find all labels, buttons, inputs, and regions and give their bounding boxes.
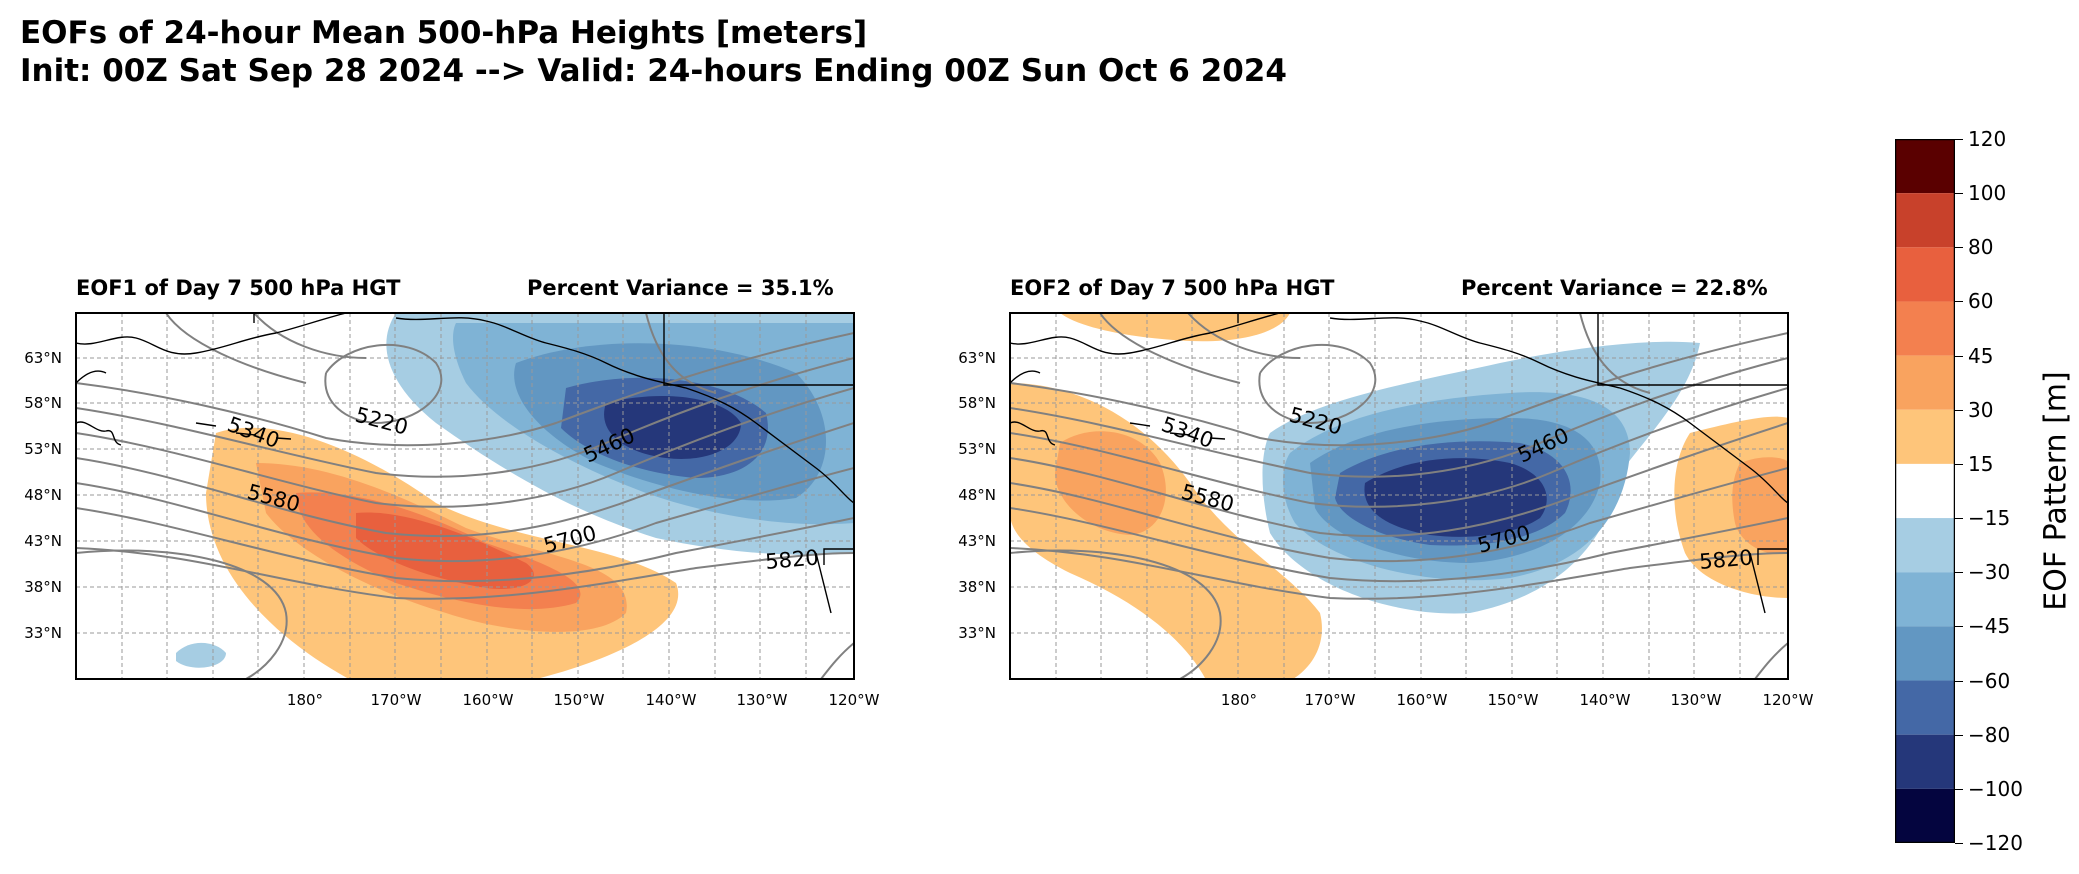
colorbar-segment bbox=[1895, 680, 1955, 735]
lat-tick-53: 53°N bbox=[958, 440, 996, 458]
colorbar-tick-label: −100 bbox=[1968, 776, 2023, 801]
warm-shade-2 bbox=[1055, 431, 1166, 535]
colorbar-tick-mark bbox=[1955, 301, 1963, 303]
panel2-left-title: EOF2 of Day 7 500 hPa HGT bbox=[1010, 276, 1335, 300]
figure-title-line2: Init: 00Z Sat Sep 28 2024 --> Valid: 24-… bbox=[20, 53, 1287, 89]
coastlines bbox=[76, 313, 854, 614]
colorbar-tick-mark bbox=[1955, 247, 1963, 249]
lat-tick-48: 48°N bbox=[24, 486, 62, 504]
warm-shade-2b bbox=[1732, 457, 1788, 554]
lon-tick-140w: 140°W bbox=[646, 691, 697, 709]
lon-tick-160w: 160°W bbox=[1397, 691, 1448, 709]
lat-tick-63: 63°N bbox=[958, 349, 996, 367]
colorbar-tick-label: −45 bbox=[1968, 614, 2011, 639]
colorbar-tick-label: 30 bbox=[1968, 397, 1994, 422]
colorbar-segment bbox=[1895, 301, 1955, 356]
lon-tick-180: 180° bbox=[287, 691, 323, 709]
colorbar-tick-mark bbox=[1955, 572, 1963, 574]
colorbar-segment bbox=[1895, 139, 1955, 194]
figure-title: EOFs of 24-hour Mean 500-hPa Heights [me… bbox=[20, 14, 1287, 90]
colorbar-segment bbox=[1895, 463, 1955, 519]
gridlines bbox=[1010, 313, 1788, 679]
colorbar-segment bbox=[1895, 572, 1955, 627]
colorbar-tick-mark bbox=[1955, 626, 1963, 628]
contour-label-5820: 5820 bbox=[764, 545, 819, 574]
colorbar-label: EOF Pattern [m] bbox=[2038, 371, 2074, 611]
warm-shade-1 bbox=[1060, 313, 1290, 342]
coastlines bbox=[1010, 313, 1788, 614]
height-contours bbox=[76, 313, 854, 679]
lon-tick-150w: 150°W bbox=[554, 691, 605, 709]
colorbar-tick-mark bbox=[1955, 788, 1963, 790]
map-frame bbox=[75, 312, 855, 680]
colorbar-tick-mark bbox=[1955, 734, 1963, 736]
panel1-map: 5220 5340 5460 5580 5700 5820 63°N 58°N … bbox=[24, 312, 880, 709]
map-frame bbox=[1009, 312, 1789, 680]
colorbar-tick-label: −15 bbox=[1968, 506, 2011, 531]
gridlines bbox=[76, 313, 854, 679]
colorbar-tick-mark bbox=[1955, 680, 1963, 682]
colorbar-tick-mark bbox=[1955, 463, 1963, 465]
colorbar-tick-label: −120 bbox=[1968, 831, 2023, 855]
cool-shade-1b bbox=[176, 642, 226, 668]
lon-tick-140w: 140°W bbox=[1580, 691, 1631, 709]
lat-tick-48: 48°N bbox=[958, 486, 996, 504]
lat-tick-58: 58°N bbox=[24, 394, 62, 412]
panel2-right-title: Percent Variance = 22.8% bbox=[1461, 276, 1768, 300]
lon-tick-120w: 120°W bbox=[829, 691, 880, 709]
panel1-right-title: Percent Variance = 35.1% bbox=[527, 276, 834, 300]
colorbar-segment bbox=[1895, 518, 1955, 573]
colorbar-tick-mark bbox=[1955, 843, 1963, 844]
lat-tick-33: 33°N bbox=[24, 624, 62, 642]
figure-title-line1: EOFs of 24-hour Mean 500-hPa Heights [me… bbox=[20, 15, 868, 51]
height-contours bbox=[1010, 313, 1788, 679]
colorbar-tick-mark bbox=[1955, 409, 1963, 411]
panel1-left-title: EOF1 of Day 7 500 hPa HGT bbox=[76, 276, 401, 300]
colorbar-segment bbox=[1895, 193, 1955, 248]
lon-tick-130w: 130°W bbox=[1671, 691, 1722, 709]
contour-label-5220: 5220 bbox=[353, 403, 411, 440]
warm-shade-4 bbox=[356, 512, 534, 589]
lat-tick-53: 53°N bbox=[24, 440, 62, 458]
panel2-map: 5220 5340 5460 5580 5700 5820 63°N 58°N … bbox=[958, 312, 1814, 709]
lat-tick-38: 38°N bbox=[24, 578, 62, 596]
colorbar-segment bbox=[1895, 626, 1955, 681]
colorbar-tick-label: −80 bbox=[1968, 722, 2011, 747]
colorbar-tick-label: −30 bbox=[1968, 560, 2011, 585]
colorbar-segment bbox=[1895, 409, 1955, 464]
colorbar-segment bbox=[1895, 734, 1955, 789]
colorbar-segment bbox=[1895, 788, 1955, 843]
lon-tick-150w: 150°W bbox=[1488, 691, 1539, 709]
lon-tick-170w: 170°W bbox=[1305, 691, 1356, 709]
lat-tick-63: 63°N bbox=[24, 349, 62, 367]
colorbar-segment bbox=[1895, 355, 1955, 410]
cool-shade-5 bbox=[604, 395, 741, 459]
colorbar-tick-label: 80 bbox=[1968, 235, 1994, 260]
lat-tick-43: 43°N bbox=[24, 532, 62, 550]
colorbar-tick-mark bbox=[1955, 193, 1963, 195]
colorbar-tick-label: 100 bbox=[1968, 181, 2007, 206]
colorbar-tick-mark bbox=[1955, 139, 1963, 140]
lon-tick-120w: 120°W bbox=[1763, 691, 1814, 709]
colorbar-tick-label: 120 bbox=[1968, 127, 2007, 151]
colorbar-tick-label: −60 bbox=[1968, 668, 2011, 693]
colorbar bbox=[1895, 139, 1955, 843]
lon-tick-180: 180° bbox=[1221, 691, 1257, 709]
lat-tick-43: 43°N bbox=[958, 532, 996, 550]
colorbar-tick-mark bbox=[1955, 355, 1963, 357]
lat-tick-33: 33°N bbox=[958, 624, 996, 642]
colorbar-tick-label: 45 bbox=[1968, 343, 1994, 368]
colorbar-tick-label: 15 bbox=[1968, 451, 1994, 476]
contour-label-5820: 5820 bbox=[1698, 545, 1753, 574]
colorbar-frame bbox=[1895, 139, 1955, 843]
lon-tick-170w: 170°W bbox=[371, 691, 422, 709]
cool-shade-5 bbox=[1364, 458, 1547, 537]
colorbar-segment bbox=[1895, 247, 1955, 302]
colorbar-tick-mark bbox=[1955, 518, 1963, 520]
lat-tick-38: 38°N bbox=[958, 578, 996, 596]
colorbar-tick-label: 60 bbox=[1968, 289, 1994, 314]
lon-tick-130w: 130°W bbox=[737, 691, 788, 709]
lat-tick-58: 58°N bbox=[958, 394, 996, 412]
lon-tick-160w: 160°W bbox=[463, 691, 514, 709]
